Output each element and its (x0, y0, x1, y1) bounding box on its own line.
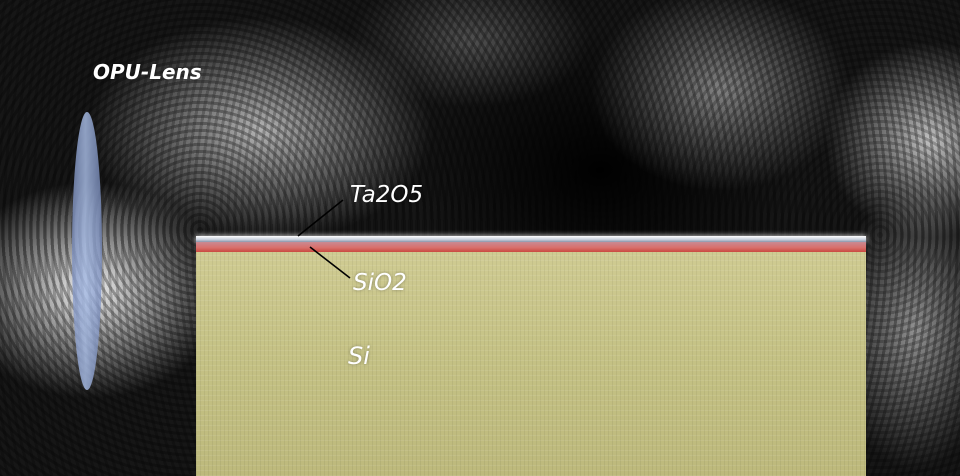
ta2o5-leader-line (297, 199, 344, 237)
si-label: Si (348, 342, 370, 370)
layer-stack (196, 236, 866, 476)
sio2-label: SiO2 (353, 270, 407, 296)
sio2-leader-line (309, 246, 351, 279)
ta2o5-layer (196, 236, 866, 242)
si-layer (196, 252, 866, 476)
ta2o5-label: Ta2O5 (350, 182, 424, 208)
opu-lens-shape (72, 112, 102, 390)
sio2-layer (196, 242, 866, 252)
lens-label: OPU-Lens (93, 60, 202, 84)
